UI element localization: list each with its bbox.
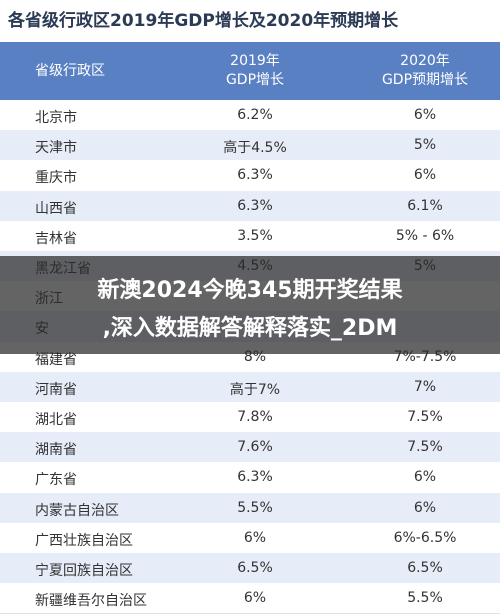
table-cell: 内蒙古自治区: [35, 502, 119, 519]
table-cell: 福建省: [35, 351, 77, 368]
table-cell: 6.1%: [407, 197, 443, 214]
table-cell: 广西壮族自治区: [35, 532, 133, 549]
table-cell: 6.3%: [237, 167, 273, 184]
column-header: 省级行政区: [35, 62, 105, 81]
table-row: 北京市 6.2% 6%: [0, 100, 500, 132]
column-header-line: GDP增长: [225, 72, 285, 88]
table-cell: 6%: [413, 107, 437, 123]
column-header-line: 2019年: [230, 53, 280, 69]
table-cell: 宁夏回族自治区: [35, 563, 133, 579]
table-row: 吉林省 3.5% 5% - 6%: [0, 220, 500, 252]
table-cell: 6%: [243, 590, 267, 607]
table-row: 内蒙古自治区 5.5% 6%: [0, 492, 500, 524]
overlay-banner: 新澳2024今晚345期开奖结果 ,深入数据解答解释落实_2DM: [0, 256, 500, 354]
table-cell: 6%: [413, 499, 437, 516]
table-cell: 7.5%: [407, 409, 443, 425]
table-cell: 6.3%: [237, 469, 273, 486]
table-cell: 5.5%: [237, 499, 273, 516]
table-row: 河南省 高于7% 7%: [0, 371, 500, 403]
table-row: 新疆维吾尔自治区 6% 5.5%: [0, 583, 500, 614]
table-cell: 高于7%: [229, 381, 281, 398]
table-cell: 山西省: [35, 200, 77, 217]
table-cell: 6.2%: [237, 107, 273, 123]
table-row: 山西省 6.3% 6.1%: [0, 190, 500, 222]
table-cell: 吉林省: [35, 230, 77, 247]
table-cell: 湖北省: [35, 412, 77, 428]
table-cell: 6.5%: [237, 560, 273, 576]
column-header-line: 2020年: [400, 53, 450, 69]
table-cell: 7%: [413, 378, 437, 395]
table-cell: 高于4.5%: [223, 140, 287, 157]
table-row: 广东省 6.3% 6%: [0, 462, 500, 494]
table-cell: 7.5%: [407, 439, 443, 456]
table-row: 宁夏回族自治区 6.5% 6.5%: [0, 553, 500, 585]
table-cell: 7.6%: [237, 439, 273, 456]
table-cell: 6.3%: [237, 197, 273, 214]
table-row: 湖南省 7.6% 7.5%: [0, 432, 500, 464]
column-header-line: 省级行政区: [35, 63, 105, 79]
table-cell: 新疆维吾尔自治区: [35, 593, 147, 610]
table-cell: 湖南省: [35, 442, 77, 459]
table-row: 重庆市 6.3% 6%: [0, 160, 500, 192]
title: 各省级行政区2019年GDP增长及2020年预期增长: [8, 11, 399, 31]
column-header: 2019年 GDP增长: [175, 52, 335, 90]
table-cell: 7.8%: [237, 409, 273, 425]
table-row: 湖北省 7.8% 7.5%: [0, 402, 500, 434]
table-cell: 6%: [413, 167, 437, 184]
table-cell: 河南省: [35, 381, 77, 398]
table-cell: 3.5%: [237, 227, 273, 244]
column-header: 2020年 GDP预期增长: [345, 52, 500, 90]
table-cell: 天津市: [35, 140, 77, 157]
column-header-line: GDP预期增长: [381, 72, 469, 88]
banner-line: ,深入数据解答解释落实_2DM: [102, 316, 398, 341]
table-header: 省级行政区 2019年 GDP增长 2020年 GDP预期增长: [0, 42, 500, 100]
banner-line: 新澳2024今晚345期开奖结果: [97, 278, 403, 303]
table-row: 天津市 高于4.5% 5%: [0, 130, 500, 162]
table-cell: 广东省: [35, 472, 77, 489]
table-cell: 重庆市: [35, 170, 77, 187]
table-cell: 5% - 6%: [395, 227, 455, 244]
table-cell: 6%: [243, 529, 267, 546]
table-cell: 6.5%: [407, 560, 443, 576]
table-row: 广西壮族自治区 6% 6%-6.5%: [0, 522, 500, 554]
table-cell: 5.5%: [407, 590, 443, 607]
table-cell: 6%-6.5%: [393, 529, 457, 546]
table-cell: 6%: [413, 469, 437, 486]
table-cell: 5%: [413, 137, 437, 154]
table-cell: 北京市: [35, 110, 77, 126]
